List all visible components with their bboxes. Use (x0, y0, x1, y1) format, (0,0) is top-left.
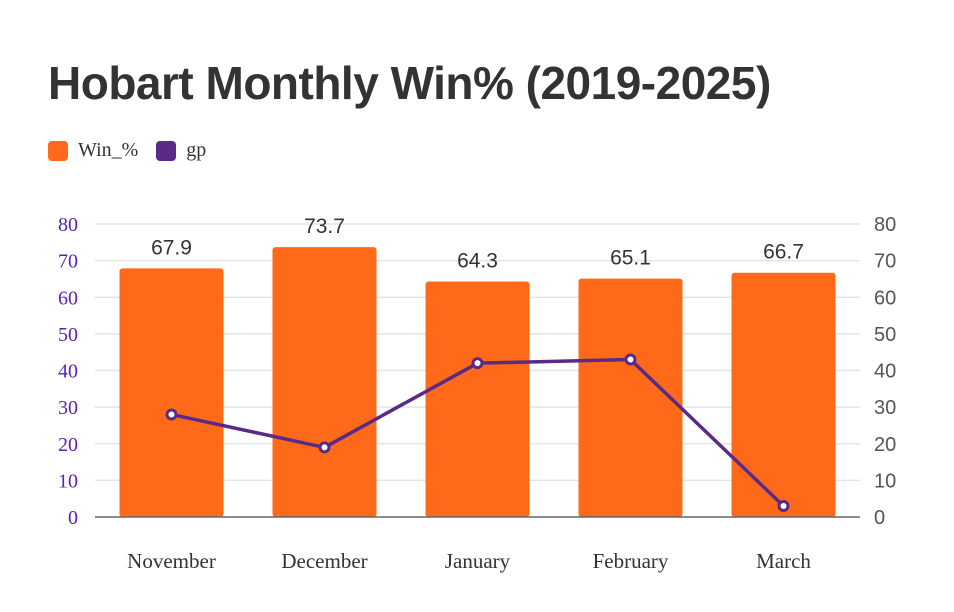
y-left-tick-label: 40 (58, 361, 78, 383)
legend-swatch-gp (156, 140, 177, 161)
bar (272, 247, 377, 518)
y-right-tick-label: 70 (874, 251, 896, 273)
y-left-tick-label: 10 (58, 470, 78, 492)
y-left-tick-label: 70 (58, 251, 78, 273)
y-right-tick-label: 20 (874, 434, 896, 456)
bar (578, 278, 683, 517)
gp-point (624, 353, 637, 366)
y-left-tick-label: 50 (58, 324, 78, 346)
y-left-tick-label: 80 (58, 214, 78, 236)
legend: Win_% gp (48, 139, 224, 162)
y-right-tick-label: 60 (874, 287, 896, 309)
y-right-tick-label: 0 (874, 507, 885, 529)
x-tick-label: March (756, 549, 811, 573)
x-tick-label: January (445, 549, 511, 573)
y-right-tick-label: 40 (874, 361, 896, 383)
y-left-tick-label: 30 (58, 397, 78, 419)
x-tick-label: February (593, 549, 669, 573)
y-right-tick-label: 10 (874, 470, 896, 492)
gp-point (318, 441, 331, 454)
y-right-tick-label: 80 (874, 214, 896, 236)
y-left-tick-label: 20 (58, 434, 78, 456)
chart-title: Hobart Monthly Win% (2019-2025) (48, 57, 771, 109)
bar-value-label: 65.1 (610, 247, 651, 270)
bar (731, 272, 836, 517)
bar-value-label: 64.3 (457, 250, 498, 273)
y-right-tick-label: 50 (874, 324, 896, 346)
y-right-tick-label: 30 (874, 397, 896, 419)
gp-point (777, 500, 790, 513)
legend-item-gp[interactable]: gp (156, 139, 206, 162)
bar-value-label: 67.9 (151, 236, 192, 259)
y-left-tick-label: 60 (58, 287, 78, 309)
x-tick-label: November (127, 549, 216, 573)
legend-label-gp: gp (186, 139, 207, 161)
legend-label-win: Win_% (78, 139, 139, 161)
gp-point (165, 408, 178, 421)
legend-item-win[interactable]: Win_% (48, 139, 138, 162)
bar-value-label: 66.7 (763, 241, 804, 264)
bar (119, 268, 224, 517)
legend-swatch-win (48, 140, 68, 161)
x-tick-label: December (281, 549, 367, 573)
bar (425, 281, 530, 517)
gp-point (471, 357, 484, 370)
y-left-tick-label: 0 (68, 507, 78, 529)
bar-value-label: 73.7 (304, 215, 345, 238)
